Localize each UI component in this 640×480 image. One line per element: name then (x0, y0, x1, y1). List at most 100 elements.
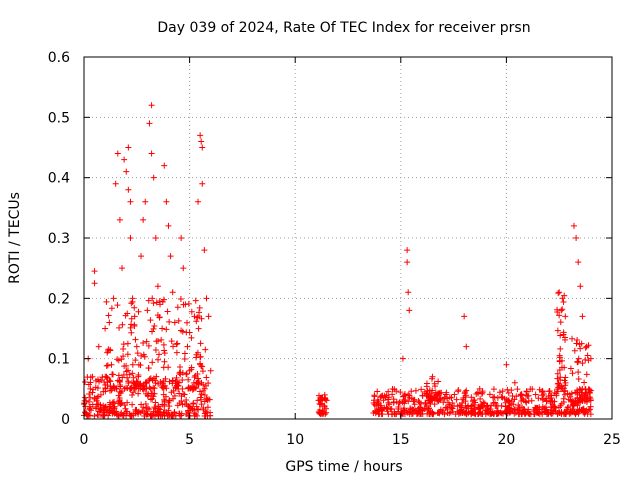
x-tick-label: 5 (185, 432, 194, 448)
data-point (144, 405, 151, 412)
data-point (582, 356, 589, 363)
data-point (168, 389, 175, 396)
data-point (146, 377, 153, 384)
data-point (114, 302, 121, 309)
data-point (465, 402, 472, 409)
data-point (124, 351, 131, 358)
data-point (91, 394, 98, 401)
data-point (135, 373, 142, 380)
data-point (171, 409, 178, 416)
data-point (124, 374, 131, 381)
data-point (155, 380, 162, 387)
data-point (185, 407, 192, 414)
data-point (553, 392, 560, 399)
data-point (174, 402, 181, 409)
data-point (554, 370, 561, 377)
data-point (166, 378, 173, 385)
data-point (169, 289, 176, 296)
data-point (193, 403, 200, 410)
data-point (115, 372, 122, 379)
data-point (185, 403, 192, 410)
data-point (573, 235, 580, 241)
data-point (556, 289, 563, 296)
data-point (557, 319, 564, 326)
data-point (519, 395, 526, 402)
data-point (499, 388, 506, 395)
data-point (193, 380, 200, 387)
data-point (564, 404, 571, 411)
data-point (148, 150, 155, 157)
data-point (121, 385, 128, 392)
data-point (462, 388, 469, 395)
data-point (495, 409, 502, 416)
data-point (199, 180, 206, 187)
data-point (442, 391, 449, 398)
data-point (490, 394, 497, 401)
x-tick-label: 25 (603, 432, 621, 448)
data-point (438, 389, 445, 396)
data-point (575, 376, 582, 383)
data-point (198, 379, 205, 386)
data-point (134, 379, 141, 386)
data-point (477, 405, 484, 412)
data-point (564, 390, 571, 397)
data-point (118, 356, 125, 363)
data-point (140, 216, 147, 223)
data-point (129, 361, 136, 368)
data-point (129, 370, 136, 377)
data-point (544, 409, 551, 416)
data-point (509, 392, 516, 399)
data-point (97, 401, 104, 408)
data-point (124, 310, 131, 317)
data-point (132, 357, 139, 364)
data-point (116, 216, 123, 223)
data-point (188, 364, 195, 371)
data-point (117, 401, 124, 408)
data-point (455, 411, 462, 418)
data-point (521, 408, 528, 415)
data-point (533, 409, 540, 416)
data-point (89, 373, 96, 380)
data-point (184, 343, 191, 350)
data-point (112, 180, 119, 187)
data-point (558, 357, 565, 364)
data-point (514, 386, 521, 393)
data-point (189, 406, 196, 413)
data-point (198, 396, 205, 403)
data-point (463, 343, 470, 350)
data-point (554, 327, 561, 334)
data-point (539, 392, 546, 399)
data-point (181, 391, 188, 398)
data-point (539, 389, 546, 396)
data-point (556, 382, 563, 389)
data-point (385, 394, 392, 401)
data-point (100, 388, 107, 395)
data-point (91, 412, 98, 419)
data-point (389, 391, 396, 398)
data-point (455, 387, 462, 394)
data-point (484, 409, 491, 416)
data-point (195, 198, 202, 205)
data-point (102, 382, 109, 389)
data-point (116, 396, 123, 403)
data-point (582, 344, 589, 351)
data-point (164, 308, 171, 315)
data-point (84, 374, 91, 381)
data-point (123, 168, 130, 175)
data-point (95, 343, 102, 350)
data-point (120, 353, 127, 360)
data-point (194, 397, 201, 404)
data-point (194, 370, 201, 377)
data-point (551, 398, 558, 405)
data-point (560, 331, 567, 338)
data-point (458, 406, 465, 413)
data-point (587, 397, 594, 404)
data-point (412, 387, 419, 394)
data-point (432, 394, 439, 401)
data-point (474, 404, 481, 411)
data-point (201, 392, 208, 399)
data-point (186, 367, 193, 374)
data-point (123, 362, 130, 369)
data-point (102, 325, 109, 332)
